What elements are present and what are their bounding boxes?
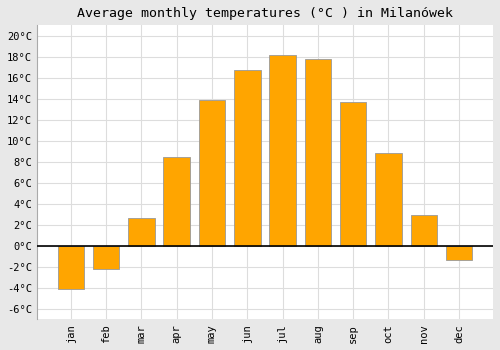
Bar (340, 102, 366, 246)
Bar (234, 70, 260, 246)
Bar (304, 59, 331, 246)
Bar (164, 156, 190, 246)
Bar (446, 246, 472, 260)
Bar (58, 246, 84, 289)
Bar (270, 55, 296, 246)
Title: Average monthly temperatures (°C ) in Milanówek: Average monthly temperatures (°C ) in Mi… (77, 7, 453, 20)
Bar (410, 216, 437, 246)
Bar (93, 246, 120, 269)
Bar (128, 218, 154, 246)
Bar (375, 153, 402, 246)
Bar (198, 100, 225, 246)
